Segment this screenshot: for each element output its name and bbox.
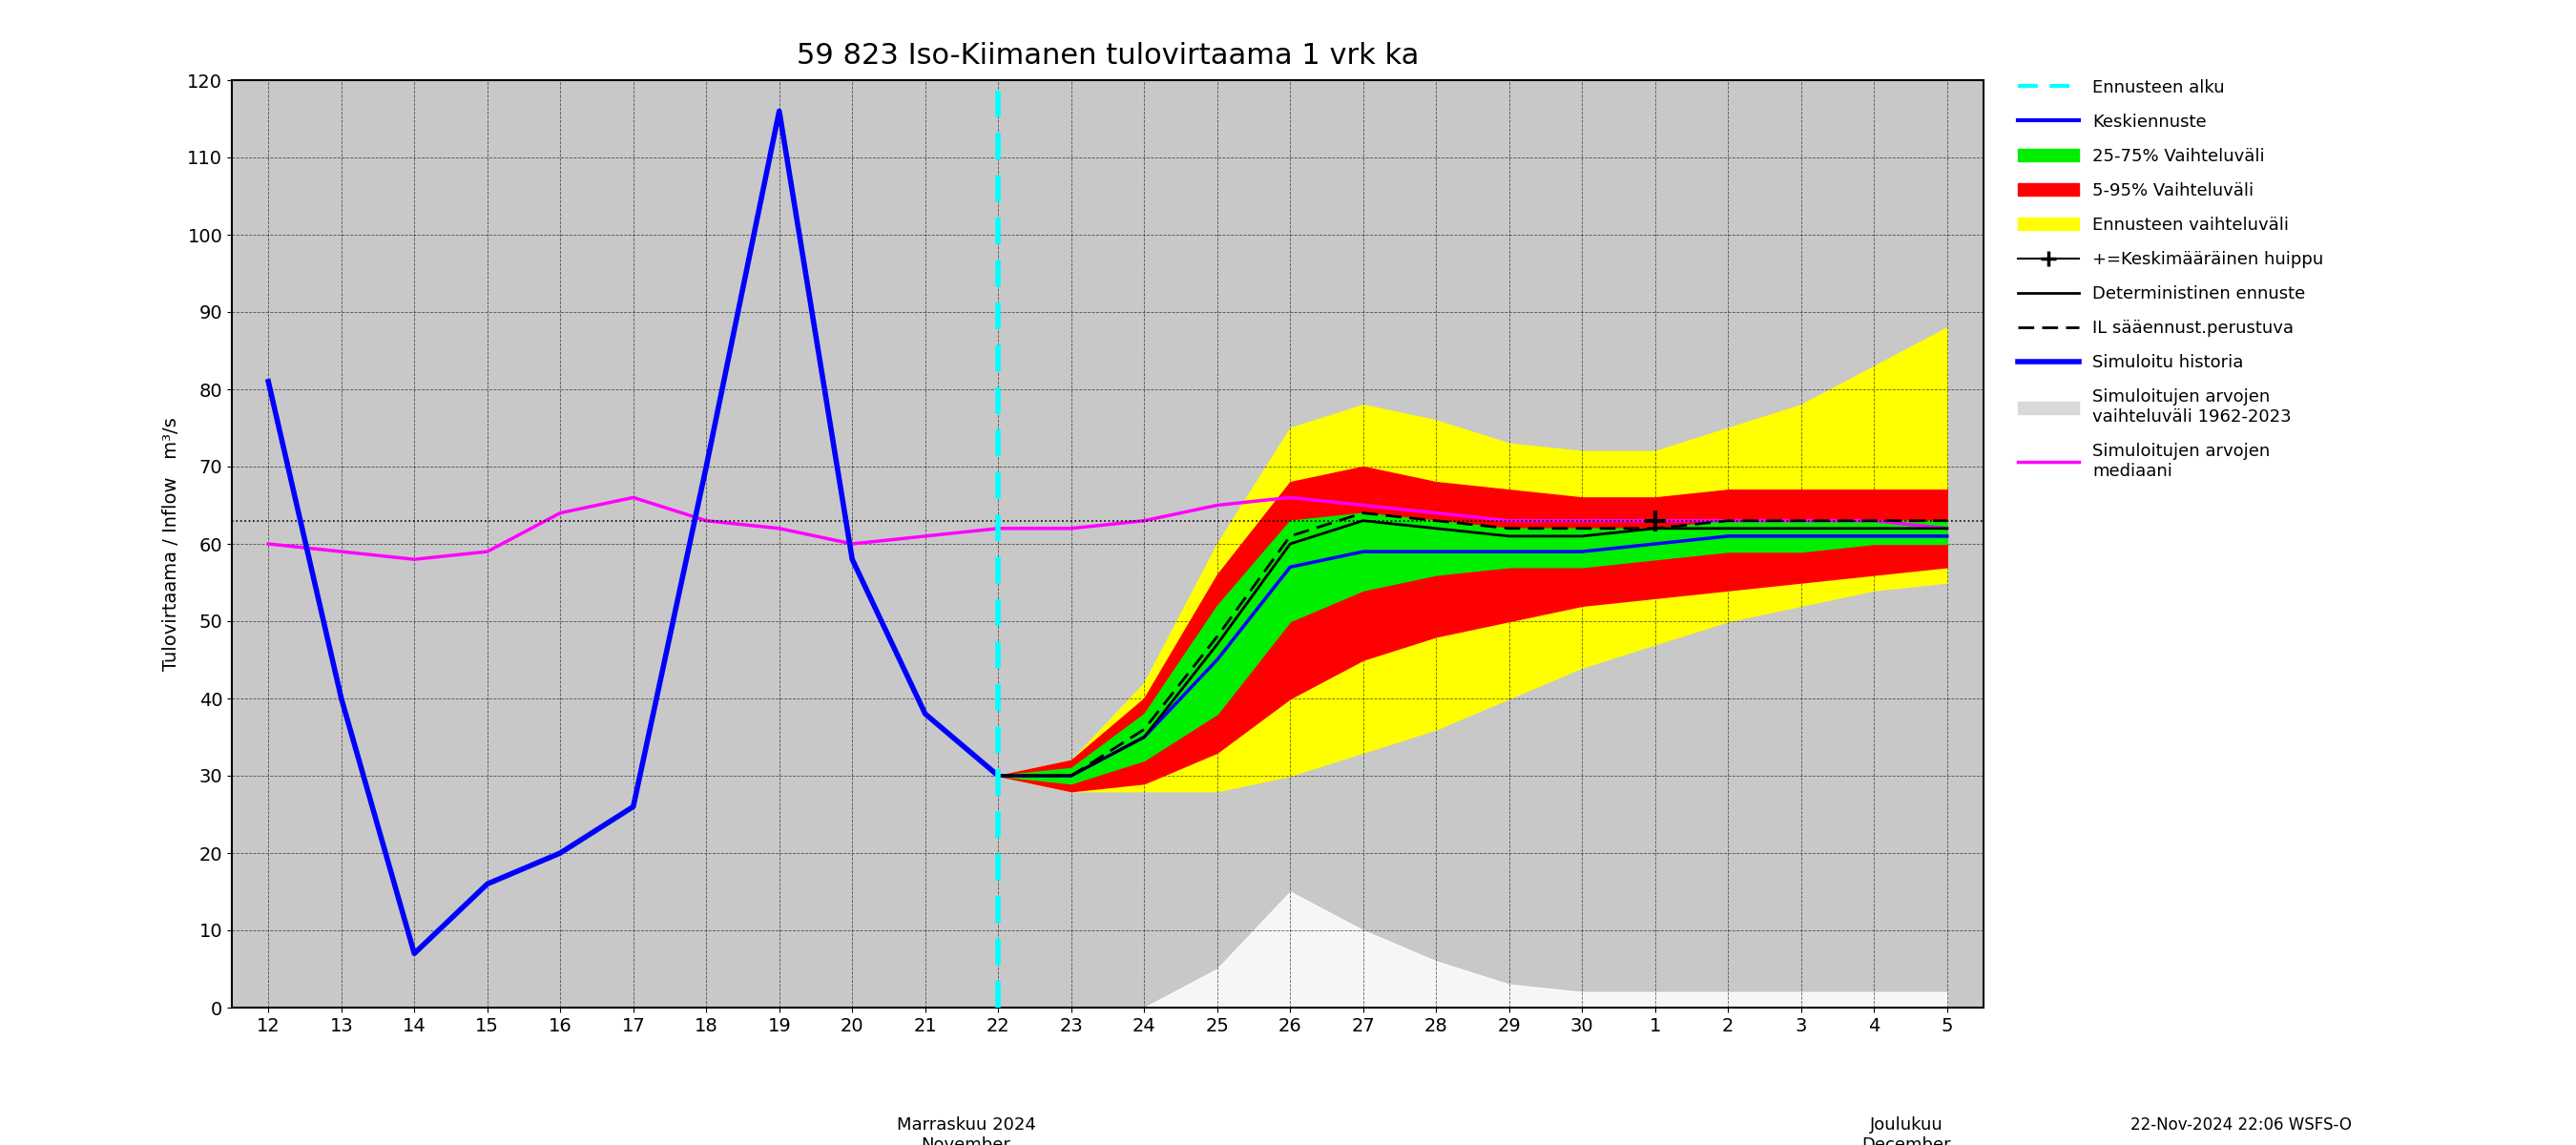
Title: 59 823 Iso-Kiimanen tulovirtaama 1 vrk ka: 59 823 Iso-Kiimanen tulovirtaama 1 vrk k… xyxy=(796,42,1419,70)
Text: Joulukuu
December: Joulukuu December xyxy=(1862,1116,1950,1145)
Y-axis label: Tulovirtaama / Inflow   m³/s: Tulovirtaama / Inflow m³/s xyxy=(162,417,180,671)
Text: 22-Nov-2024 22:06 WSFS-O: 22-Nov-2024 22:06 WSFS-O xyxy=(2130,1116,2352,1134)
Text: Marraskuu 2024
November: Marraskuu 2024 November xyxy=(896,1116,1036,1145)
Legend: Ennusteen alku, Keskiennuste, 25-75% Vaihteluväli, 5-95% Vaihteluväli, Ennusteen: Ennusteen alku, Keskiennuste, 25-75% Vai… xyxy=(2009,70,2331,488)
